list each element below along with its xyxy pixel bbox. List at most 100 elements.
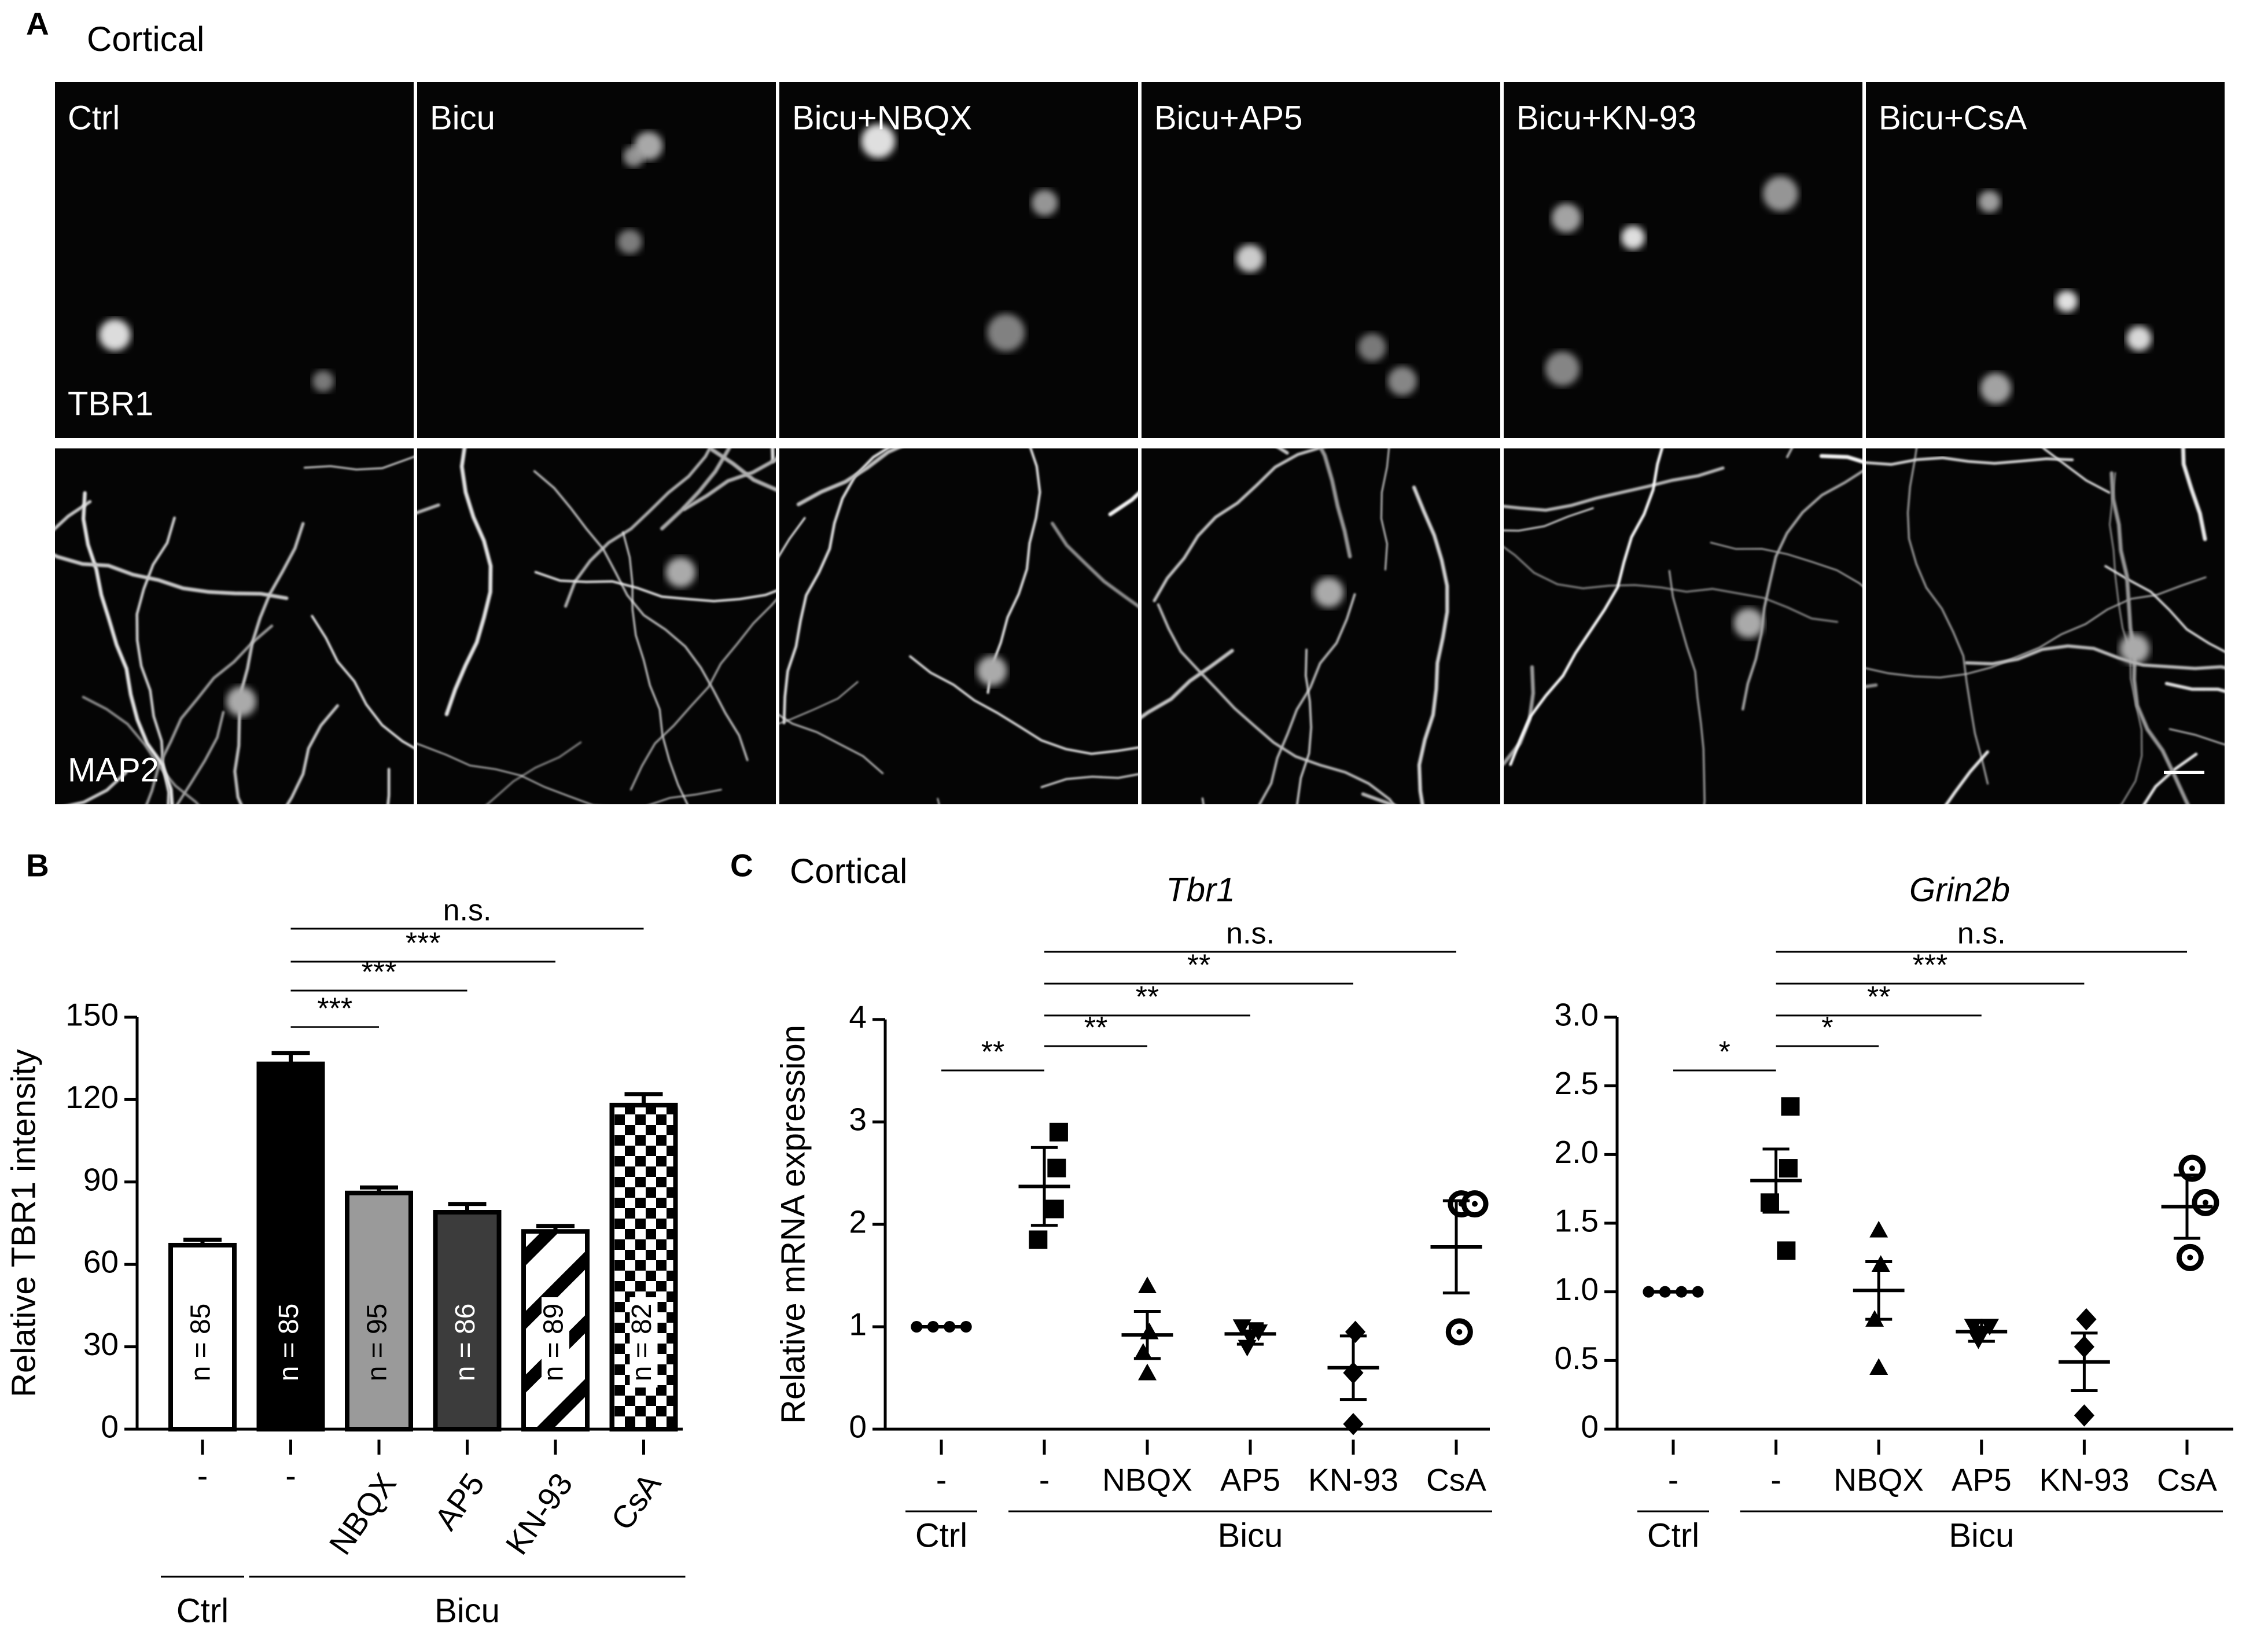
y-tick-label: 0 (1581, 1409, 1599, 1445)
soma (977, 656, 1007, 686)
soma (226, 686, 256, 716)
soma (1733, 608, 1763, 638)
x-tick-label: KN-93 (1308, 1462, 1398, 1498)
nucleus (1358, 333, 1386, 361)
y-axis-label: Relative mRNA expression (774, 1025, 812, 1424)
data-point-center (2203, 1199, 2208, 1205)
nucleus (1388, 366, 1417, 395)
panel-label: B (26, 848, 49, 884)
micrograph-background (1866, 448, 2225, 804)
y-tick-label: 3 (849, 1102, 867, 1138)
y-tick-label: 60 (83, 1244, 119, 1280)
x-tick-label: - (1039, 1462, 1050, 1498)
nucleus (1236, 245, 1264, 273)
soma (2119, 634, 2149, 664)
x-tick-label: AP5 (1220, 1462, 1280, 1498)
x-tick-label: - (1770, 1462, 1781, 1498)
column-label: Bicu (430, 99, 495, 137)
data-point (2074, 1404, 2094, 1426)
data-point (1781, 1097, 1799, 1116)
x-tick-label: CsA (1426, 1462, 1486, 1498)
column-label: Bicu+NBQX (792, 99, 972, 137)
n-label: n = 95 (362, 1304, 393, 1382)
y-tick-label: 3.0 (1555, 997, 1599, 1033)
significance-label: n.s. (1957, 917, 2006, 951)
panel-title: Cortical (790, 852, 907, 890)
y-tick-label: 1.0 (1555, 1271, 1599, 1307)
dendrite (343, 769, 389, 1124)
significance-label: *** (1913, 949, 1948, 982)
n-label: n = 82 (627, 1304, 657, 1382)
nucleus (1552, 203, 1581, 233)
y-tick-label: 4 (849, 999, 867, 1035)
y-tick-label: 2.5 (1555, 1065, 1599, 1101)
data-point (1869, 1221, 1888, 1238)
data-point (2076, 1308, 2096, 1330)
row-label: MAP2 (68, 751, 159, 789)
n-label: n = 85 (186, 1304, 216, 1382)
data-point (1047, 1159, 1066, 1177)
nucleus (1763, 176, 1798, 211)
nucleus (312, 370, 334, 392)
nucleus (1621, 226, 1645, 249)
group-label: Bicu (435, 1592, 500, 1629)
chart-title: Tbr1 (1166, 871, 1235, 908)
y-tick-label: 30 (83, 1326, 119, 1362)
micrograph-background (779, 448, 1138, 804)
data-point (1140, 1323, 1159, 1339)
data-point (1779, 1159, 1798, 1177)
n-label: n = 86 (450, 1304, 481, 1382)
data-point-center (2189, 1165, 2195, 1171)
panel-label: A (26, 6, 49, 42)
y-tick-label: 2 (849, 1204, 867, 1240)
column-label: Bicu+KN-93 (1516, 99, 1696, 137)
nucleus (2056, 290, 2078, 312)
data-point (1869, 1358, 1888, 1375)
x-tick-label: - (285, 1458, 296, 1494)
data-point-center (1472, 1201, 1478, 1207)
n-label: n = 85 (274, 1304, 304, 1382)
x-tick-label: - (936, 1462, 947, 1498)
y-tick-label: 150 (65, 997, 119, 1033)
x-tick-label: NBQX (1102, 1462, 1192, 1498)
panel-label: C (730, 848, 753, 884)
column-label: Ctrl (68, 99, 120, 137)
column-label: Bicu+AP5 (1154, 99, 1302, 137)
x-tick-label: KN-93 (2039, 1462, 2129, 1498)
dendrite (1202, 798, 1301, 1144)
nucleus (2127, 326, 2152, 351)
nucleus (1980, 373, 2012, 404)
x-tick-label: AP5 (1952, 1462, 2012, 1498)
significance-label: *** (317, 992, 352, 1026)
nucleus (617, 230, 642, 255)
y-tick-label: 120 (65, 1079, 119, 1115)
x-tick-label: - (1668, 1462, 1678, 1498)
significance-label: * (1719, 1036, 1731, 1069)
n-label: n = 89 (539, 1304, 569, 1382)
group-label: Ctrl (176, 1592, 229, 1629)
significance-label: ** (981, 1036, 1004, 1069)
data-point (1138, 1276, 1157, 1293)
significance-label: *** (406, 927, 441, 960)
y-tick-label: 0.5 (1555, 1340, 1599, 1376)
micrograph-background (417, 448, 776, 804)
data-point-center (1456, 1329, 1462, 1335)
y-tick-label: 0 (849, 1409, 867, 1445)
y-tick-label: 0 (101, 1409, 119, 1445)
data-point (1777, 1241, 1795, 1260)
data-point (1238, 1340, 1257, 1357)
x-tick-label: CsA (604, 1466, 668, 1536)
y-tick-label: 90 (83, 1161, 119, 1197)
data-point (1872, 1255, 1890, 1272)
nucleus (1545, 352, 1580, 386)
x-tick-label: - (197, 1458, 208, 1494)
x-tick-label: KN-93 (499, 1467, 580, 1561)
micrograph-background (1504, 448, 1862, 804)
column-label: Bicu+CsA (1879, 99, 2027, 137)
nucleus (99, 319, 131, 351)
nucleus (1978, 190, 2000, 212)
data-point (1050, 1123, 1068, 1142)
y-tick-label: 1.5 (1555, 1203, 1599, 1239)
x-tick-label: NBQX (322, 1467, 403, 1561)
